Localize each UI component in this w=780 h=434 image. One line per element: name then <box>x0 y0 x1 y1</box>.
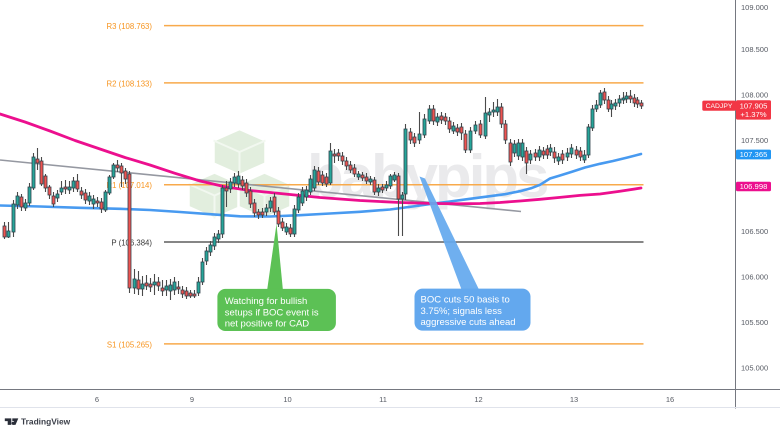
svg-text:108.500: 108.500 <box>741 45 768 54</box>
svg-text:9: 9 <box>190 395 194 404</box>
svg-text:105.500: 105.500 <box>741 318 768 327</box>
svg-text:107.905: 107.905 <box>740 101 768 110</box>
svg-text:12: 12 <box>474 395 482 404</box>
svg-text:106.998: 106.998 <box>740 182 768 191</box>
svg-text:3.75%; signals less: 3.75%; signals less <box>421 306 503 317</box>
svg-text:16: 16 <box>666 395 674 404</box>
svg-text:106.000: 106.000 <box>741 273 768 282</box>
svg-text:109.000: 109.000 <box>741 3 768 12</box>
svg-text:Watching for bullish: Watching for bullish <box>225 296 308 307</box>
svg-text:aggressive cuts ahead: aggressive cuts ahead <box>421 317 516 328</box>
svg-text:BOC cuts 50 basis to: BOC cuts 50 basis to <box>421 295 510 306</box>
svg-text:108.000: 108.000 <box>741 91 768 100</box>
svg-text:105.000: 105.000 <box>741 364 768 373</box>
svg-text:TradingView: TradingView <box>21 416 71 426</box>
svg-text:S1 (105.265): S1 (105.265) <box>107 340 152 349</box>
svg-text:6: 6 <box>95 395 99 404</box>
svg-text:R2 (108.133): R2 (108.133) <box>106 79 152 88</box>
svg-text:11: 11 <box>379 395 387 404</box>
svg-text:R3 (108.763): R3 (108.763) <box>106 22 152 31</box>
svg-text:106.500: 106.500 <box>741 227 768 236</box>
svg-text:CADJPY: CADJPY <box>706 103 733 110</box>
svg-text:13: 13 <box>570 395 578 404</box>
svg-text:107.365: 107.365 <box>740 150 768 159</box>
svg-text:+1.37%: +1.37% <box>740 110 766 119</box>
svg-text:P (106.384): P (106.384) <box>111 238 152 247</box>
svg-text:10: 10 <box>283 395 291 404</box>
svg-text:107.500: 107.500 <box>741 136 768 145</box>
svg-text:net positive for CAD: net positive for CAD <box>225 319 310 330</box>
svg-text:setups if BOC event is: setups if BOC event is <box>225 307 319 318</box>
